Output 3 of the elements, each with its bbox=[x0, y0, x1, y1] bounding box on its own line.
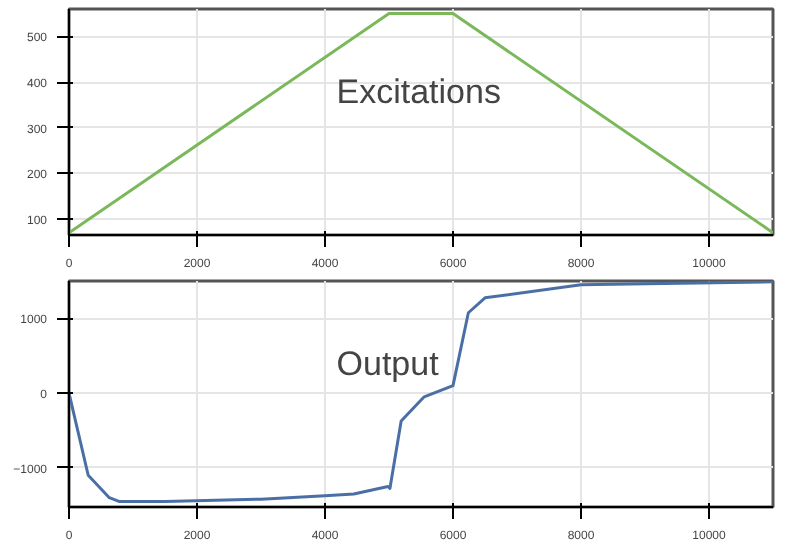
annotation: Excitations bbox=[336, 72, 501, 111]
line-series bbox=[69, 281, 773, 503]
annotation: Output bbox=[336, 344, 440, 383]
